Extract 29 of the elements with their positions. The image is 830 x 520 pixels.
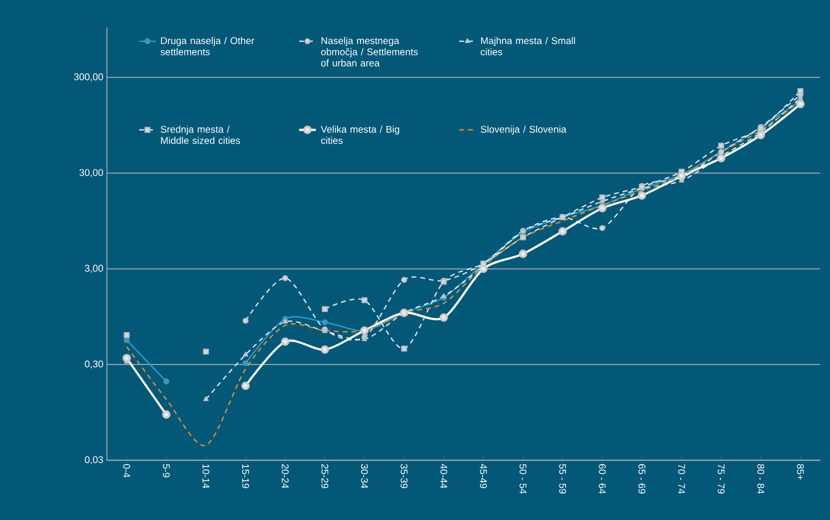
legend-label: Naselja mestnega območja / Settlements of urban area — [321, 37, 418, 67]
x-tick-label: 55 - 59 — [559, 464, 566, 494]
legend-label: Velika mesta / Big cities — [320, 126, 400, 144]
x-tick-label: 20-24 — [282, 464, 289, 488]
y-tick-label: 30,00 — [79, 169, 104, 178]
legend-label: Majhna mesta / Small cities — [480, 37, 575, 56]
x-tick-label: 15-19 — [242, 464, 250, 488]
y-tick-label: 0,30 — [84, 360, 104, 369]
x-tick-label: 65 - 69 — [638, 464, 646, 494]
x-tick-label: 10-14 — [202, 464, 210, 488]
x-tick-label: 5-9 — [162, 464, 170, 478]
x-tick-label: 45-49 — [480, 464, 487, 488]
x-tick-label: 0-4 — [123, 464, 130, 478]
y-tick-label: 0,03 — [84, 456, 104, 464]
x-tick-label: 25-29 — [321, 464, 328, 488]
x-tick-label: 60 - 64 — [598, 464, 606, 494]
x-tick-label: 50 - 54 — [520, 464, 526, 494]
legend-label: Druga naselja / Other settlements — [160, 37, 254, 56]
x-tick-label: 30-34 — [361, 464, 368, 488]
y-tick-label: 3,00 — [84, 264, 104, 273]
x-tick-label: 40-44 — [440, 464, 448, 488]
x-tick-label: 70 - 74 — [678, 464, 685, 494]
legend-label: Slovenija / Slovenia — [480, 126, 566, 135]
legend-label: Srednja mesta / Middle sized cities — [160, 126, 240, 144]
y-tick-label: 300,00 — [74, 73, 104, 82]
x-tick-label: 80 - 84 — [757, 464, 764, 494]
x-tick-label: 35-39 — [400, 464, 408, 488]
x-tick-label: 85+ — [796, 464, 804, 480]
x-tick-label: 75 - 79 — [718, 464, 725, 494]
